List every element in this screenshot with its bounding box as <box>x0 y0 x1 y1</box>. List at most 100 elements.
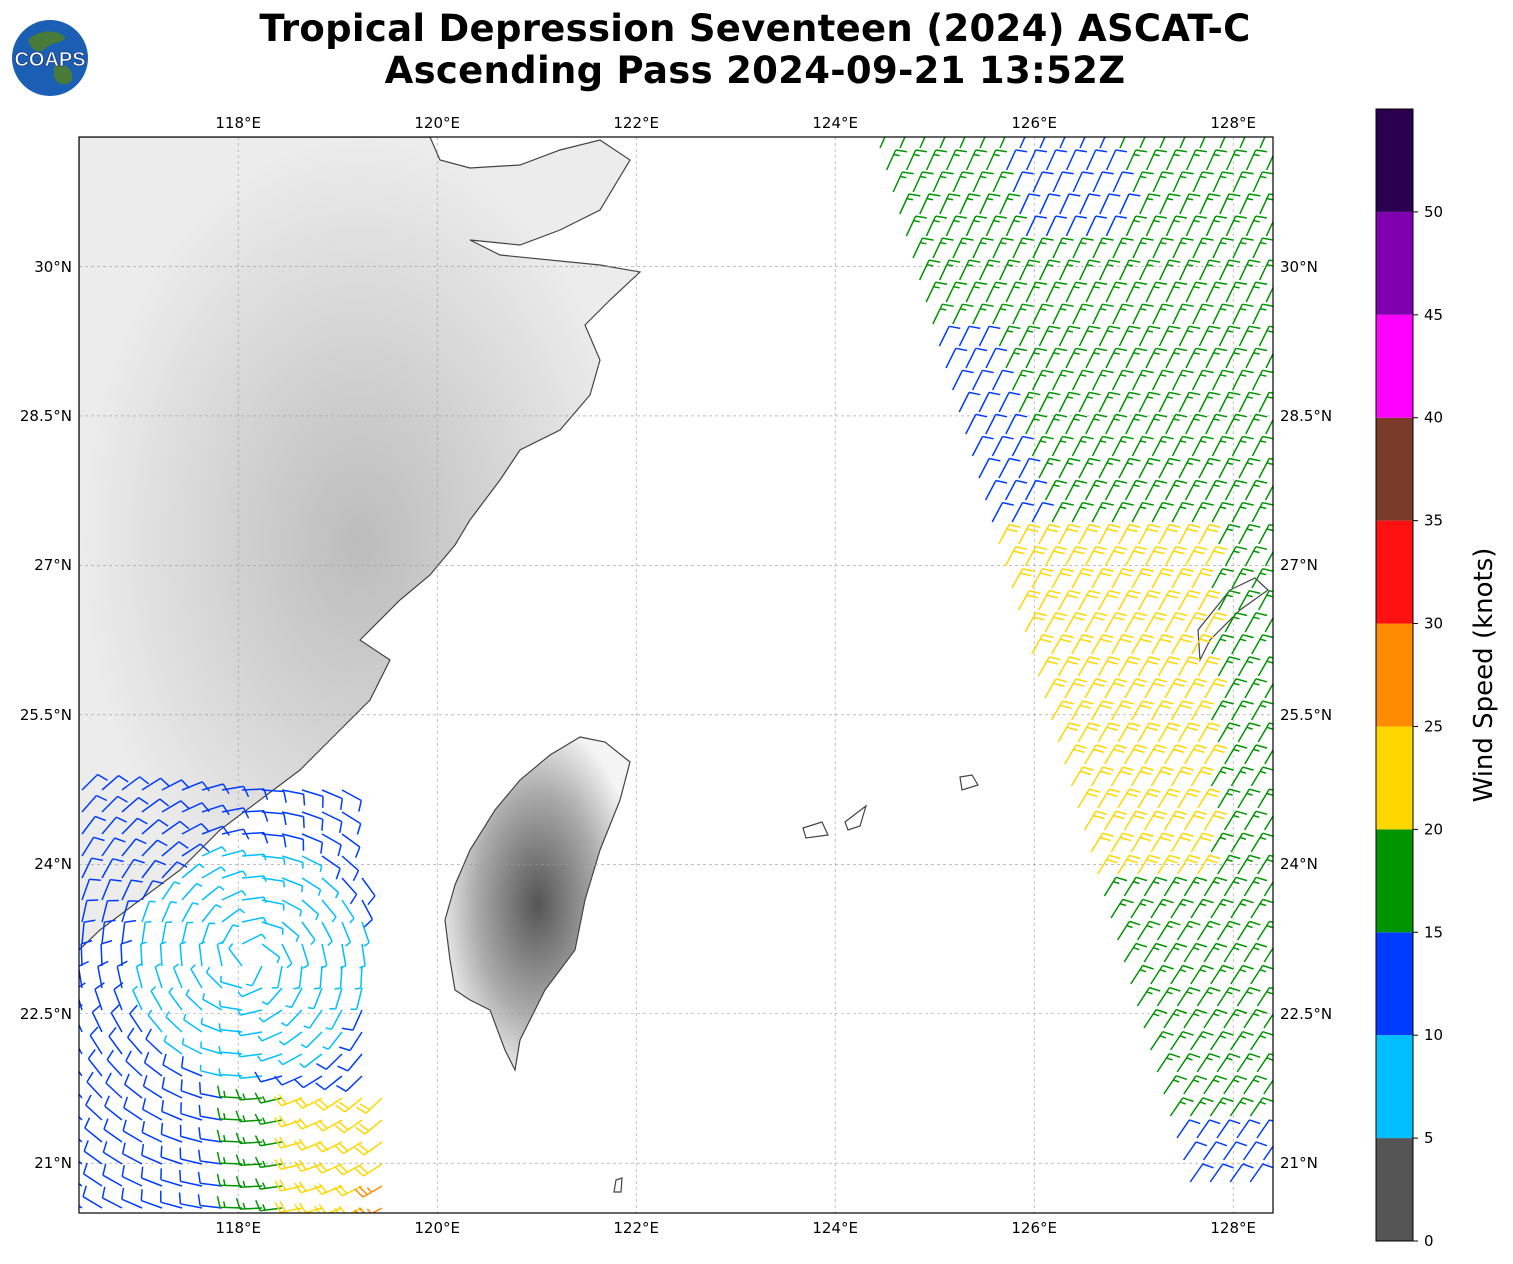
wind-barb <box>294 1159 323 1173</box>
wind-barb <box>1230 964 1254 985</box>
wind-barb <box>1165 413 1188 435</box>
wind-barb <box>925 281 948 303</box>
lon-tick-top: 120°E <box>414 114 460 132</box>
wind-barb <box>1105 215 1128 237</box>
island <box>844 804 868 831</box>
wind-barb <box>1019 193 1041 215</box>
wind-barb <box>335 1097 363 1113</box>
wind-barb <box>1165 347 1188 369</box>
wind-barb <box>1229 1097 1254 1117</box>
wind-barb <box>1190 700 1214 721</box>
wind-barb <box>1237 788 1261 809</box>
wind-barb <box>1236 986 1261 1007</box>
wind-barb <box>1104 612 1128 633</box>
wind-barb <box>180 1079 203 1099</box>
wind-barb <box>1264 616 1273 633</box>
wind-barb <box>178 1192 203 1209</box>
wind-barb <box>257 1031 283 1042</box>
wind-barb <box>1092 171 1114 193</box>
wind-barb <box>301 855 323 873</box>
wind-barb <box>1138 325 1161 347</box>
wind-barb <box>142 1075 163 1099</box>
wind-barb <box>1170 832 1194 853</box>
wind-barb <box>1058 457 1081 479</box>
wind-barb <box>129 1004 143 1033</box>
wind-barb <box>1250 766 1273 787</box>
wind-barb <box>1258 523 1273 545</box>
wind-barb <box>101 878 122 901</box>
wind-barb <box>325 1009 343 1031</box>
wind-barb <box>998 457 1021 479</box>
colorbar-tick-label: 10 <box>1424 1026 1443 1044</box>
wind-barb <box>274 1094 303 1107</box>
wind-barb <box>1156 1052 1181 1073</box>
wind-barb <box>159 941 167 967</box>
wind-barb <box>334 1119 363 1134</box>
wind-barb <box>958 391 981 413</box>
wind-barb <box>1079 137 1086 149</box>
wind-barb <box>334 1141 363 1155</box>
wind-barb <box>321 921 333 947</box>
wind-barb <box>958 259 981 281</box>
wind-barb <box>334 1184 363 1197</box>
wind-barb <box>314 1182 343 1195</box>
wind-barb <box>1032 303 1054 325</box>
wind-barb <box>254 1071 283 1083</box>
wind-barb <box>1156 986 1181 1007</box>
wind-barb <box>1185 413 1208 435</box>
wind-barb <box>1071 435 1094 457</box>
wind-barb <box>1125 149 1148 171</box>
wind-barb <box>952 171 974 193</box>
wind-barb <box>1098 259 1121 281</box>
wind-barb <box>1031 501 1054 523</box>
wind-barb <box>1118 325 1141 347</box>
wind-barb <box>314 1161 343 1174</box>
wind-barbs <box>79 137 1273 1213</box>
wind-barb <box>1257 722 1273 743</box>
wind-barb <box>1152 237 1174 259</box>
lat-tick-left: 30°N <box>34 257 72 276</box>
wind-barb <box>1104 479 1128 501</box>
colorbar-label: Wind Speed (knots) <box>1469 547 1499 803</box>
wind-barb <box>1238 391 1261 413</box>
wind-barb <box>1252 171 1273 193</box>
wind-barb <box>261 943 281 964</box>
wind-barb <box>965 413 988 435</box>
wind-barb <box>201 922 216 945</box>
wind-barb <box>1136 986 1161 1007</box>
wind-barb <box>1104 744 1128 765</box>
wind-barb <box>1144 545 1168 567</box>
wind-barb <box>1170 964 1194 985</box>
wind-barb <box>83 1140 103 1165</box>
wind-barb <box>998 325 1021 347</box>
wind-barb <box>1185 347 1208 369</box>
wind-barb <box>274 1179 303 1192</box>
wind-barb <box>1231 369 1254 391</box>
wind-barb <box>1159 193 1181 215</box>
wind-barb <box>1171 501 1194 523</box>
wind-barb <box>81 836 105 857</box>
colorbar-bin <box>1376 623 1413 727</box>
island <box>802 821 829 839</box>
wind-barb <box>1132 303 1154 325</box>
wind-barb <box>141 859 167 879</box>
wind-barb <box>181 882 203 901</box>
wind-barb <box>1085 413 1108 435</box>
wind-barb <box>198 1082 223 1099</box>
wind-barb <box>321 789 344 811</box>
wind-barb <box>1157 589 1181 611</box>
wind-barb <box>202 993 223 1011</box>
wind-barb <box>1130 898 1154 919</box>
wind-barb <box>122 1119 143 1143</box>
wind-barb <box>1243 942 1268 963</box>
wind-barb <box>1223 942 1248 963</box>
lon-tick-top: 118°E <box>215 114 261 132</box>
wind-barb <box>1232 303 1254 325</box>
wind-barb <box>1231 634 1254 655</box>
wind-barb <box>1257 589 1273 611</box>
wind-barb <box>1244 744 1268 765</box>
wind-barb <box>1218 457 1241 479</box>
wind-barb <box>1190 898 1214 919</box>
wind-barb <box>301 789 324 808</box>
wind-barb <box>1164 479 1188 501</box>
